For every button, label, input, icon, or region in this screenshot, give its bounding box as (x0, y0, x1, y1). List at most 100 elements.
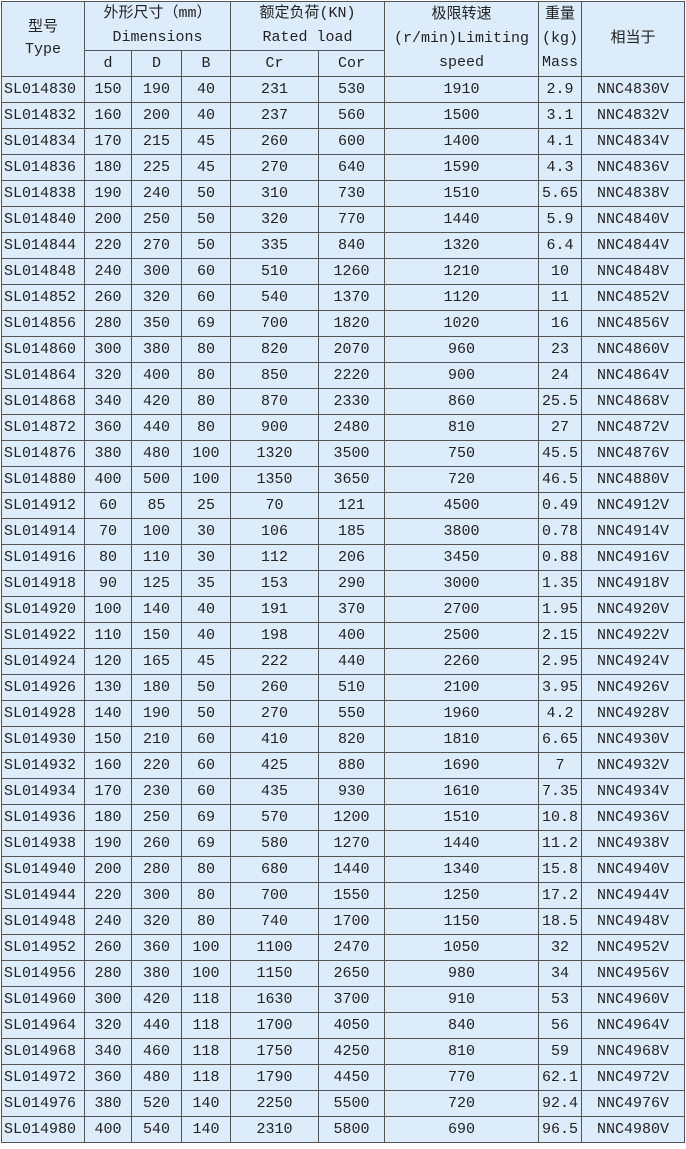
cell-equivalent: NNC4930V (581, 726, 686, 753)
cell-B: 40 (180, 102, 232, 129)
cell-cr: 153 (230, 570, 320, 597)
cell-speed: 1120 (384, 284, 540, 311)
cell-type: SL014926 (1, 674, 85, 701)
cell-type: SL014936 (1, 804, 85, 831)
cell-d: 280 (84, 310, 132, 337)
table-row: SL014868 340 420 80 870 2330 860 25.5 NNC4868V (1, 388, 686, 415)
cell-d: 100 (84, 596, 132, 623)
cell-mass: 59 (538, 1038, 583, 1065)
cell-D: 360 (131, 934, 182, 961)
table-row: SL014830 150 190 40 231 530 1910 2.9 NNC4830V (1, 76, 686, 103)
cell-B: 118 (180, 986, 232, 1013)
cell-type: SL014980 (1, 1116, 85, 1143)
cell-cr: 1100 (230, 934, 320, 961)
cell-B: 40 (180, 622, 232, 649)
cell-cor: 5800 (318, 1116, 386, 1143)
header-B: B (180, 50, 232, 77)
cell-speed: 1210 (384, 258, 540, 285)
cell-type: SL014924 (1, 648, 85, 675)
cell-speed: 1340 (384, 856, 540, 883)
cell-cr: 435 (230, 778, 320, 805)
cell-cor: 4050 (318, 1012, 386, 1039)
cell-D: 125 (131, 570, 182, 597)
cell-D: 270 (131, 232, 182, 259)
cell-type: SL014976 (1, 1090, 85, 1117)
cell-cr: 310 (230, 180, 320, 207)
cell-speed: 2100 (384, 674, 540, 701)
cell-B: 50 (180, 232, 232, 259)
cell-D: 250 (131, 804, 182, 831)
cell-speed: 900 (384, 362, 540, 389)
cell-speed: 910 (384, 986, 540, 1013)
cell-d: 360 (84, 1064, 132, 1091)
cell-equivalent: NNC4880V (581, 466, 686, 493)
cell-d: 190 (84, 180, 132, 207)
cell-mass: 16 (538, 310, 583, 337)
cell-speed: 1590 (384, 154, 540, 181)
cell-cr: 1700 (230, 1012, 320, 1039)
cell-speed: 1400 (384, 128, 540, 155)
cell-mass: 4.2 (538, 700, 583, 727)
cell-cor: 820 (318, 726, 386, 753)
cell-mass: 45.5 (538, 440, 583, 467)
cell-cor: 770 (318, 206, 386, 233)
table-row: SL014864 320 400 80 850 2220 900 24 NNC4864V (1, 362, 686, 389)
cell-cr: 1630 (230, 986, 320, 1013)
cell-equivalent: NNC4956V (581, 960, 686, 987)
cell-equivalent: NNC4840V (581, 206, 686, 233)
cell-cor: 1370 (318, 284, 386, 311)
cell-type: SL014838 (1, 180, 85, 207)
cell-mass: 53 (538, 986, 583, 1013)
cell-B: 50 (180, 206, 232, 233)
cell-type: SL014860 (1, 336, 85, 363)
cell-d: 360 (84, 414, 132, 441)
cell-d: 80 (84, 544, 132, 571)
cell-type: SL014952 (1, 934, 85, 961)
cell-cor: 3650 (318, 466, 386, 493)
cell-equivalent: NNC4844V (581, 232, 686, 259)
cell-speed: 750 (384, 440, 540, 467)
cell-D: 100 (131, 518, 182, 545)
cell-equivalent: NNC4940V (581, 856, 686, 883)
cell-D: 300 (131, 258, 182, 285)
cell-cor: 2480 (318, 414, 386, 441)
cell-speed: 720 (384, 1090, 540, 1117)
cell-speed: 1500 (384, 102, 540, 129)
table-row: SL014924 120 165 45 222 440 2260 2.95 NNC4924V (1, 648, 686, 675)
cell-cr: 410 (230, 726, 320, 753)
cell-d: 400 (84, 1116, 132, 1143)
header-equivalent: 相当于 (581, 1, 686, 77)
cell-D: 500 (131, 466, 182, 493)
cell-d: 340 (84, 1038, 132, 1065)
cell-d: 280 (84, 960, 132, 987)
cell-cor: 3500 (318, 440, 386, 467)
cell-cr: 570 (230, 804, 320, 831)
cell-cor: 1700 (318, 908, 386, 935)
cell-d: 170 (84, 128, 132, 155)
cell-equivalent: NNC4920V (581, 596, 686, 623)
cell-B: 80 (180, 388, 232, 415)
cell-B: 60 (180, 778, 232, 805)
cell-d: 110 (84, 622, 132, 649)
cell-type: SL014912 (1, 492, 85, 519)
cell-mass: 25.5 (538, 388, 583, 415)
cell-type: SL014864 (1, 362, 85, 389)
cell-cor: 1550 (318, 882, 386, 909)
cell-d: 160 (84, 102, 132, 129)
cell-B: 45 (180, 128, 232, 155)
cell-mass: 4.1 (538, 128, 583, 155)
cell-B: 140 (180, 1090, 232, 1117)
cell-B: 118 (180, 1012, 232, 1039)
cell-D: 210 (131, 726, 182, 753)
cell-d: 150 (84, 726, 132, 753)
cell-mass: 1.35 (538, 570, 583, 597)
cell-B: 35 (180, 570, 232, 597)
cell-cor: 510 (318, 674, 386, 701)
cell-equivalent: NNC4836V (581, 154, 686, 181)
cell-cr: 2310 (230, 1116, 320, 1143)
cell-mass: 32 (538, 934, 583, 961)
cell-type: SL014940 (1, 856, 85, 883)
cell-cor: 640 (318, 154, 386, 181)
cell-type: SL014852 (1, 284, 85, 311)
cell-B: 80 (180, 414, 232, 441)
